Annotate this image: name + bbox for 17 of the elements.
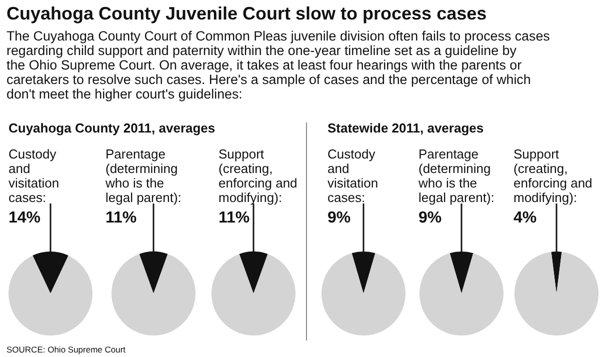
chart-subtitle: Parentage (determining who is the legal parent):	[418, 146, 494, 205]
data-label: 4%	[514, 210, 537, 226]
chart-title: Cuyahoga County 2011, averages	[8, 120, 216, 136]
chart-subtitle: Parentage (determining who is the legal parent):	[104, 146, 182, 205]
chart-subtitle: Custody and visitation cases:	[328, 146, 378, 205]
data-label: 9%	[328, 210, 351, 226]
data-label: 9%	[418, 210, 442, 226]
chart-subtitle: Support (creating, enforcing and modifying):	[218, 146, 298, 205]
text: The Cuyahoga County Court of Common Pleas juvenile division often fails to process cases regarding child support and paternity within the one-year timeline set as a guideline by the Ohio Supreme Court. On average, it takes at least four hearings with the parents or caretakers to resolve such cases. Here's a sample of cases and the percentage of which don't meet the higher court's guidelines:	[6, 28, 550, 102]
chart-title: Statewide 2011, averages	[328, 120, 484, 136]
source-note: SOURCE: Ohio Supreme Court	[6, 344, 126, 354]
text: Cuyahoga County Juvenile Court slow to process cases	[6, 4, 487, 24]
data-label: 14%	[8, 210, 41, 226]
chart-subtitle: Custody and visitation cases:	[8, 146, 60, 205]
data-label: 11%	[106, 210, 137, 226]
data-label: 11%	[218, 210, 250, 226]
chart-subtitle: Support (creating, enforcing and modifying):	[514, 146, 592, 205]
